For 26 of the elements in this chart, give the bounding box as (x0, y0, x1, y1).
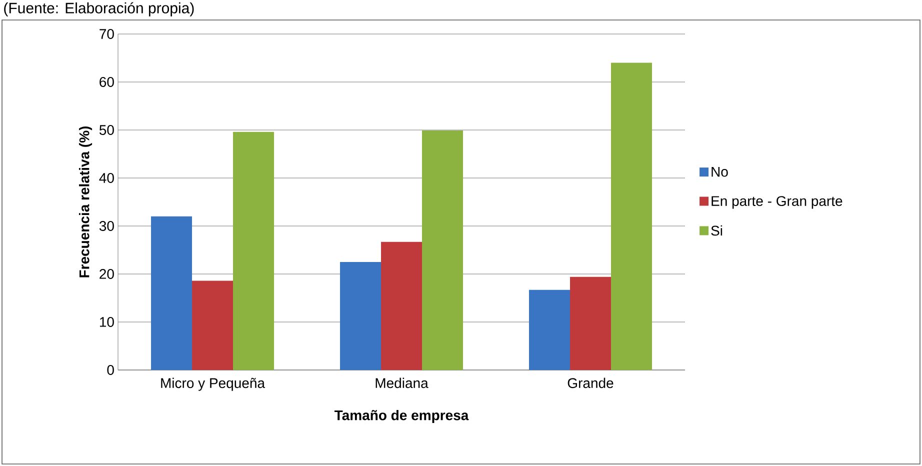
bar (529, 290, 570, 370)
y-tick-label: 10 (100, 317, 114, 327)
x-tick-label: Grande (568, 378, 614, 388)
bar (233, 132, 274, 370)
y-tick-label: 30 (99, 221, 114, 231)
x-axis-title: Tamaño de empresa (334, 410, 469, 424)
y-axis-title: Frecuencia relativa (%) (78, 126, 92, 278)
bar (381, 242, 422, 370)
bar (570, 276, 611, 370)
legend-label: No (712, 166, 728, 177)
x-tick-label: Mediana (376, 378, 428, 388)
text: (Fuente: Elaboración propia) (4, 2, 194, 16)
bar (151, 216, 192, 370)
legend-label: Si (711, 225, 722, 236)
bar (422, 130, 464, 370)
x-tick-label: Micro y Pequeña (161, 378, 266, 391)
bar (340, 262, 382, 370)
y-tick-label: 70 (100, 29, 114, 39)
bar (192, 280, 234, 370)
y-tick-label: 20 (100, 269, 114, 279)
y-tick-label: 60 (100, 77, 114, 87)
legend-label: En parte - Gran parte (712, 196, 842, 209)
y-tick-label: 0 (107, 365, 114, 375)
bar (611, 62, 652, 370)
y-tick-label: 40 (99, 173, 114, 183)
y-tick-label: 50 (99, 125, 114, 135)
